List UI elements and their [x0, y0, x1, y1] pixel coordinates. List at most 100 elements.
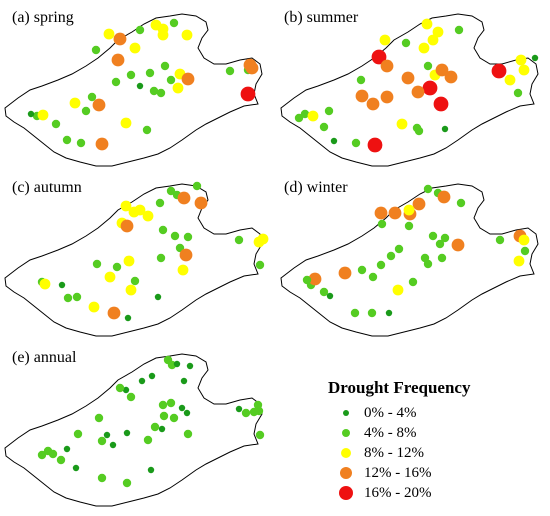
station-marker [180, 377, 188, 385]
station-marker [531, 54, 539, 62]
station-marker [177, 264, 189, 276]
station-marker [103, 431, 111, 439]
station-marker [396, 118, 408, 130]
station-marker [513, 88, 523, 98]
station-marker [377, 219, 387, 229]
station-marker [432, 26, 444, 38]
station-marker [157, 23, 169, 35]
station-marker [367, 308, 377, 318]
station-marker [376, 260, 386, 270]
station-marker [138, 377, 146, 385]
station-marker [513, 255, 525, 267]
legend-item: 0% - 4% [318, 404, 538, 424]
station-marker [181, 29, 193, 41]
station-marker [58, 281, 66, 289]
station-marker [37, 109, 49, 121]
station-marker [294, 113, 304, 123]
station-marker [37, 450, 47, 460]
station-marker [156, 88, 166, 98]
station-marker [241, 408, 251, 418]
station-marker [504, 74, 516, 86]
station-marker [172, 82, 184, 94]
legend-label: 16% - 20% [364, 485, 432, 501]
legend-title: Drought Frequency [328, 378, 471, 397]
legend-label: 4% - 8% [364, 425, 417, 441]
panel-annual: (e) annual [4, 349, 265, 507]
station-marker [109, 441, 117, 449]
station-marker [444, 70, 458, 84]
station-marker [126, 70, 136, 80]
station-marker [169, 18, 179, 28]
station-marker [338, 266, 352, 280]
station-marker [300, 109, 310, 119]
station-marker [120, 200, 132, 212]
station-marker [123, 255, 135, 267]
station-marker [111, 77, 121, 87]
station-marker [255, 260, 265, 270]
station-marker [62, 135, 72, 145]
station-marker [63, 293, 73, 303]
station-marker [423, 184, 433, 194]
station-marker [48, 449, 58, 459]
panel-label: (c) autumn [12, 179, 82, 196]
station-marker [91, 45, 101, 55]
legend: Drought Frequency 0% - 4% 4% - 8% 8% - 1… [318, 378, 548, 508]
region-outline [4, 353, 263, 507]
station-marker [143, 435, 153, 445]
station-marker [159, 411, 169, 421]
station-marker [69, 97, 81, 109]
station-marker [155, 198, 165, 208]
station-marker [319, 287, 329, 297]
panel-label: (a) spring [12, 9, 74, 26]
station-marker [428, 231, 438, 241]
station-marker [183, 409, 191, 417]
station-marker [125, 284, 137, 296]
station-marker [433, 96, 449, 112]
station-marker [104, 271, 116, 283]
station-marker [73, 429, 83, 439]
station-marker [350, 308, 360, 318]
station-marker [72, 464, 80, 472]
station-marker [367, 137, 383, 153]
station-marker [518, 64, 530, 76]
station-marker [173, 360, 181, 368]
station-markers [294, 18, 539, 153]
station-marker [113, 32, 127, 46]
station-marker [122, 386, 130, 394]
station-marker [368, 272, 378, 282]
legend-swatch [338, 485, 354, 501]
station-marker [120, 219, 134, 233]
legend-swatch [341, 428, 351, 438]
legend-item: 4% - 8% [318, 424, 538, 444]
station-marker [380, 90, 394, 104]
station-marker [351, 138, 361, 148]
station-marker [411, 85, 425, 99]
station-marker [324, 106, 334, 116]
station-marker [97, 436, 107, 446]
station-marker [166, 186, 176, 196]
station-markers [37, 355, 265, 488]
station-marker [124, 314, 132, 322]
station-marker [427, 34, 439, 46]
station-markers [27, 18, 259, 151]
station-marker [154, 293, 162, 301]
station-marker [63, 445, 71, 453]
station-marker [326, 292, 334, 300]
station-marker [97, 473, 107, 483]
station-marker [394, 244, 404, 254]
legend-item: 12% - 16% [318, 464, 538, 484]
panel-winter: (d) winter [280, 179, 539, 337]
station-marker [166, 398, 176, 408]
station-marker [308, 272, 322, 286]
legend-swatch [342, 409, 350, 417]
legend-label: 8% - 12% [364, 445, 424, 461]
station-marker [392, 284, 404, 296]
station-marker [150, 422, 160, 432]
station-marker [130, 276, 140, 286]
station-marker [515, 54, 527, 66]
station-marker [422, 80, 438, 96]
station-marker [385, 309, 393, 317]
station-marker [123, 429, 131, 437]
station-marker [386, 251, 396, 261]
station-marker [87, 92, 97, 102]
